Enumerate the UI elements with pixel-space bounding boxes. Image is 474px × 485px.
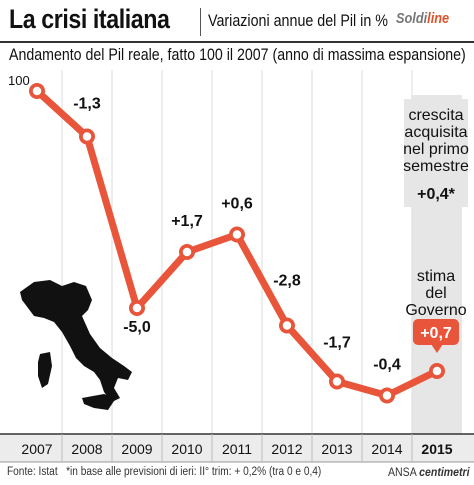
source-text: Fonte: Istat <box>7 466 58 478</box>
data-label: +0,6 <box>221 196 253 213</box>
estimate-label-box <box>413 319 459 345</box>
header-divider <box>0 41 474 43</box>
estimate-label-pointer <box>431 344 443 353</box>
note-box-bg <box>404 99 468 207</box>
italy-mainland <box>20 280 132 402</box>
brand-text-a: Soldi <box>396 10 428 27</box>
title-separator <box>200 8 201 36</box>
point-marker <box>181 246 193 258</box>
note-box-value: +0,4* <box>417 186 456 203</box>
estimate-caption: del <box>425 285 446 302</box>
chart-description: Andamento del Pil reale, fatto 100 il 20… <box>9 46 466 64</box>
point-marker <box>281 319 293 332</box>
credit-centimetri: centimetri <box>419 465 470 479</box>
point-marker <box>381 389 393 402</box>
x-tick-label: 2014 <box>371 441 402 457</box>
data-label: -0,4 <box>373 357 401 374</box>
x-axis-band <box>0 434 474 462</box>
brand-text-b: line <box>427 10 450 27</box>
x-tick-label: 2010 <box>171 441 202 457</box>
point-marker <box>231 228 243 241</box>
x-tick-label: 2008 <box>71 441 102 457</box>
sardinia <box>38 352 52 388</box>
data-label: +1,7 <box>171 213 203 230</box>
estimate-value: +0,7 <box>420 325 452 342</box>
point-marker <box>331 375 343 388</box>
point-marker <box>431 365 443 377</box>
italy-map-icon <box>20 280 132 410</box>
page-subtitle: Variazioni annue del Pil in % <box>208 11 388 30</box>
note-box-text: acquisita <box>404 124 467 141</box>
note-box-text: nel primo <box>403 141 469 158</box>
brand-logo: Soldiline <box>396 10 449 27</box>
estimate-caption: stima <box>417 268 455 285</box>
footer-notes: Fonte: Istat *in base alle previsioni di… <box>7 466 321 478</box>
point-marker <box>31 85 43 97</box>
note-box-text: crescita <box>408 107 463 124</box>
credit-logo: ANSA centimetri <box>388 465 470 479</box>
data-label: -2,8 <box>273 273 301 290</box>
page-title: La crisi italiana <box>9 4 170 34</box>
footnote-text: *in base alle previsioni di ieri: II° tr… <box>66 466 322 478</box>
data-label: -1,7 <box>323 335 351 352</box>
x-tick-label: 2011 <box>222 441 252 457</box>
point-marker <box>131 302 143 314</box>
data-label: -1,3 <box>73 96 101 113</box>
credit-ansa: ANSA <box>388 465 417 479</box>
data-label: -5,0 <box>123 319 151 336</box>
x-tick-label: 2012 <box>271 441 302 457</box>
x-tick-label: 2013 <box>321 441 352 457</box>
x-tick-label: 2009 <box>121 441 152 457</box>
sicily <box>82 394 116 410</box>
x-tick-label: 2015 <box>421 441 452 457</box>
point-marker <box>81 130 93 143</box>
estimate-caption: Governo <box>405 302 466 319</box>
x-tick-label: 2007 <box>21 441 52 457</box>
y-tick-label: 100 <box>8 73 30 88</box>
note-box-text: semestre <box>403 158 469 175</box>
